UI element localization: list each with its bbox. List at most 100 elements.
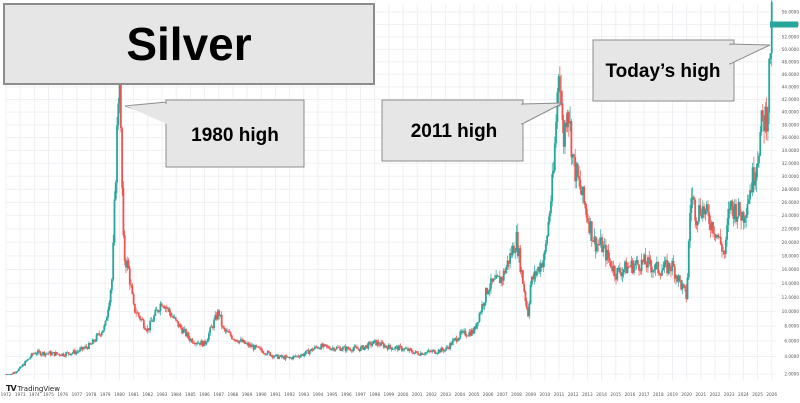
candle-body — [608, 258, 611, 261]
x-tick-label: 2011 — [554, 392, 565, 397]
candle-body — [631, 260, 634, 273]
candle-body — [707, 204, 709, 213]
candle-body — [439, 349, 441, 353]
candle-body — [25, 360, 28, 362]
x-axis-labels: 1972 1973 1974 1975 1976 1977 1978 1979 1980 1981… — [1, 392, 778, 397]
candle-body — [553, 143, 556, 171]
candle-body — [533, 271, 536, 280]
candle-body — [159, 303, 162, 312]
candle-body — [183, 329, 186, 330]
candle-body — [450, 342, 453, 345]
candle-body — [11, 373, 14, 375]
candle-body — [536, 271, 538, 276]
candle-body — [121, 128, 124, 188]
candle-body — [428, 350, 431, 352]
candle-body — [524, 291, 527, 302]
candle-body — [100, 332, 103, 336]
candle-body — [404, 348, 407, 350]
callout-1980-high-label: 1980 high — [191, 125, 279, 146]
candle-body — [262, 352, 265, 354]
candle-body — [37, 350, 39, 354]
x-tick-label: 2005 — [469, 392, 480, 397]
candle-body — [261, 350, 264, 353]
candle-body — [746, 204, 749, 215]
candle-body — [251, 345, 254, 347]
candle-body — [601, 237, 603, 253]
candle-body — [179, 324, 182, 329]
candle-body — [94, 340, 97, 342]
candle-body — [177, 321, 180, 327]
candle-body — [589, 221, 592, 234]
candle-body — [348, 348, 351, 350]
candle-body — [160, 303, 163, 307]
y-tick-label: 18.0000 — [782, 253, 800, 258]
candle-body — [735, 204, 737, 222]
candle-body — [514, 251, 517, 253]
candle-body — [550, 201, 552, 214]
candle-body — [43, 351, 46, 356]
x-tick-label: 2003 — [440, 392, 451, 397]
candle-body — [6, 374, 9, 375]
candle-body — [22, 364, 25, 366]
candle-body — [588, 221, 591, 234]
candle-body — [491, 278, 494, 282]
candle-body — [113, 199, 116, 243]
candle-body — [181, 328, 184, 334]
candle-body — [661, 270, 663, 276]
candle-body — [52, 352, 55, 353]
candle-body — [664, 260, 667, 262]
candle-body — [465, 335, 468, 337]
candle-body — [543, 251, 546, 261]
candle-body — [689, 212, 691, 242]
candles — [5, 0, 773, 375]
candle-body — [294, 355, 297, 357]
candle-body — [76, 351, 79, 353]
candle-body — [151, 321, 154, 323]
candle-body — [495, 275, 497, 279]
candle-body — [155, 309, 158, 311]
candle-body — [357, 348, 360, 350]
candle-body — [483, 302, 486, 307]
x-tick-label: 1987 — [213, 392, 224, 397]
candle-body — [112, 242, 115, 280]
candle-body — [250, 344, 252, 347]
candle-body — [675, 275, 677, 279]
candle-body — [211, 326, 214, 329]
candle-body — [691, 196, 694, 199]
candle-body — [456, 340, 459, 342]
y-tick-label: 30.0000 — [782, 174, 800, 179]
candle-body — [653, 269, 656, 271]
candle-body — [738, 202, 741, 215]
candle-body — [241, 339, 244, 343]
candle-body — [222, 325, 224, 328]
x-tick-label: 1972 — [1, 392, 12, 397]
candle-body — [481, 304, 483, 313]
candle-body — [269, 352, 272, 356]
candle-body — [252, 345, 255, 350]
candle-body — [132, 294, 135, 304]
candle-body — [458, 337, 460, 341]
candle-body — [395, 346, 398, 348]
candle-body — [196, 342, 199, 344]
candle-body — [358, 348, 361, 351]
candle-body — [728, 209, 731, 211]
candle-body — [585, 208, 588, 219]
candle-body — [453, 338, 455, 341]
candle-body — [542, 260, 545, 268]
candle-body — [236, 339, 238, 342]
candle-body — [326, 346, 329, 348]
candle-body — [684, 285, 686, 289]
candle-body — [190, 339, 192, 341]
candle-body — [345, 346, 348, 351]
candle-body — [731, 200, 734, 207]
candle-body — [90, 344, 93, 345]
candle-body — [719, 236, 722, 245]
candle-body — [220, 314, 223, 326]
candle-body — [722, 251, 725, 252]
x-tick-label: 2002 — [426, 392, 437, 397]
candle-body — [305, 350, 307, 354]
y-tick-label: 48.0000 — [782, 59, 800, 64]
candle-body — [30, 353, 33, 358]
candle-body — [200, 340, 203, 345]
candle-body — [232, 338, 235, 340]
